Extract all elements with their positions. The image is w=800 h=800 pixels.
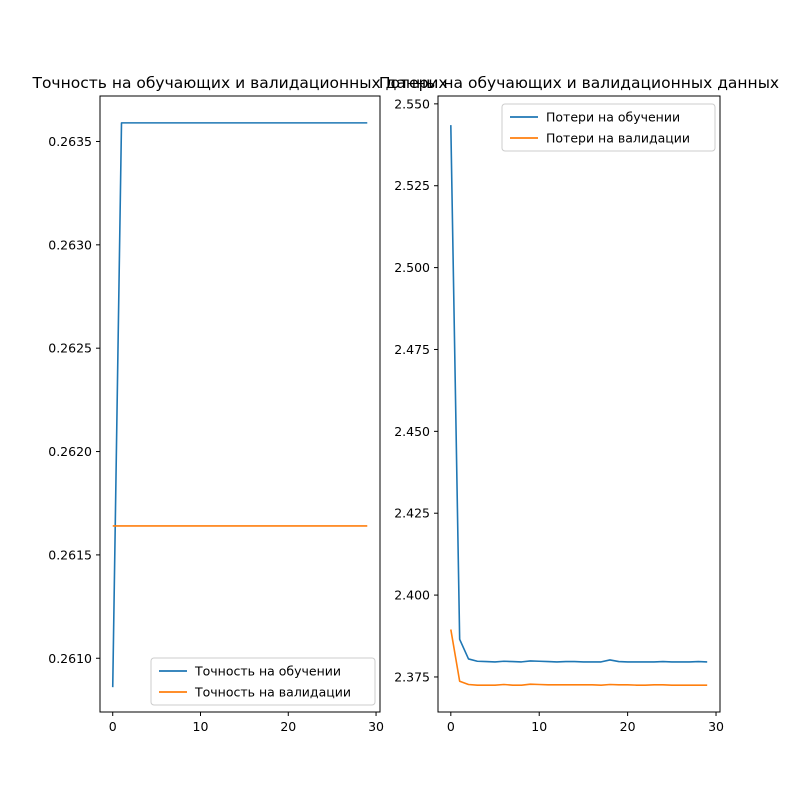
y-tick-label: 0.2635 [48,134,92,149]
legend-label: Точность на валидации [194,685,351,700]
y-tick-label: 0.2630 [48,237,92,252]
y-tick-label: 2.525 [394,178,430,193]
chart-2: 0 10 20 30 2.375 2.400 2.425 2.450 2.475 2.500 2.5… [379,74,779,734]
y-tick-label: 0.2615 [48,547,92,562]
legend-box [501,103,716,152]
y-tick-label: 0.2610 [48,651,92,666]
legend: Точность на обучении Точность на валидаци… [150,657,376,706]
y-tick-label: 2.500 [394,260,430,275]
x-tick-label: 30 [708,719,724,734]
x-tick-label: 10 [193,719,209,734]
y-tick-label: 2.550 [394,96,430,111]
chart-title: Точность на обучающих и валидационных да… [31,74,447,92]
chart-1: 0 10 20 30 0.2610 0.2615 0.2620 0.2625 0.2630 0.2… [31,74,447,734]
y-tick-label: 0.2620 [48,444,92,459]
chart-title: Потери на обучающих и валидационных данн… [379,74,779,92]
series-line-1 [450,125,708,663]
legend: Потери на обучении Потери на валидации [501,103,716,152]
y-tick-label: 2.400 [394,588,430,603]
legend-label: Потери на валидации [546,131,690,146]
series-line-2 [450,629,708,686]
y-tick-label: 2.475 [394,342,430,357]
x-tick-label: 20 [280,719,296,734]
y-tick-label: 2.450 [394,424,430,439]
axes-frame [437,95,721,713]
series-line-1 [111,122,368,688]
x-tick-label: 30 [368,719,384,734]
y-tick-label: 2.425 [394,506,430,521]
x-tick-label: 10 [531,719,547,734]
legend-label: Точность на обучении [194,664,341,679]
x-tick-label: 20 [620,719,636,734]
x-tick-label: 0 [447,719,455,734]
legend-label: Потери на обучении [546,110,680,125]
legend-box [150,657,376,706]
axes-frame [99,95,381,713]
y-tick-label: 0.2625 [48,341,92,356]
y-tick-label: 2.375 [394,669,430,684]
x-tick-label: 0 [109,719,117,734]
